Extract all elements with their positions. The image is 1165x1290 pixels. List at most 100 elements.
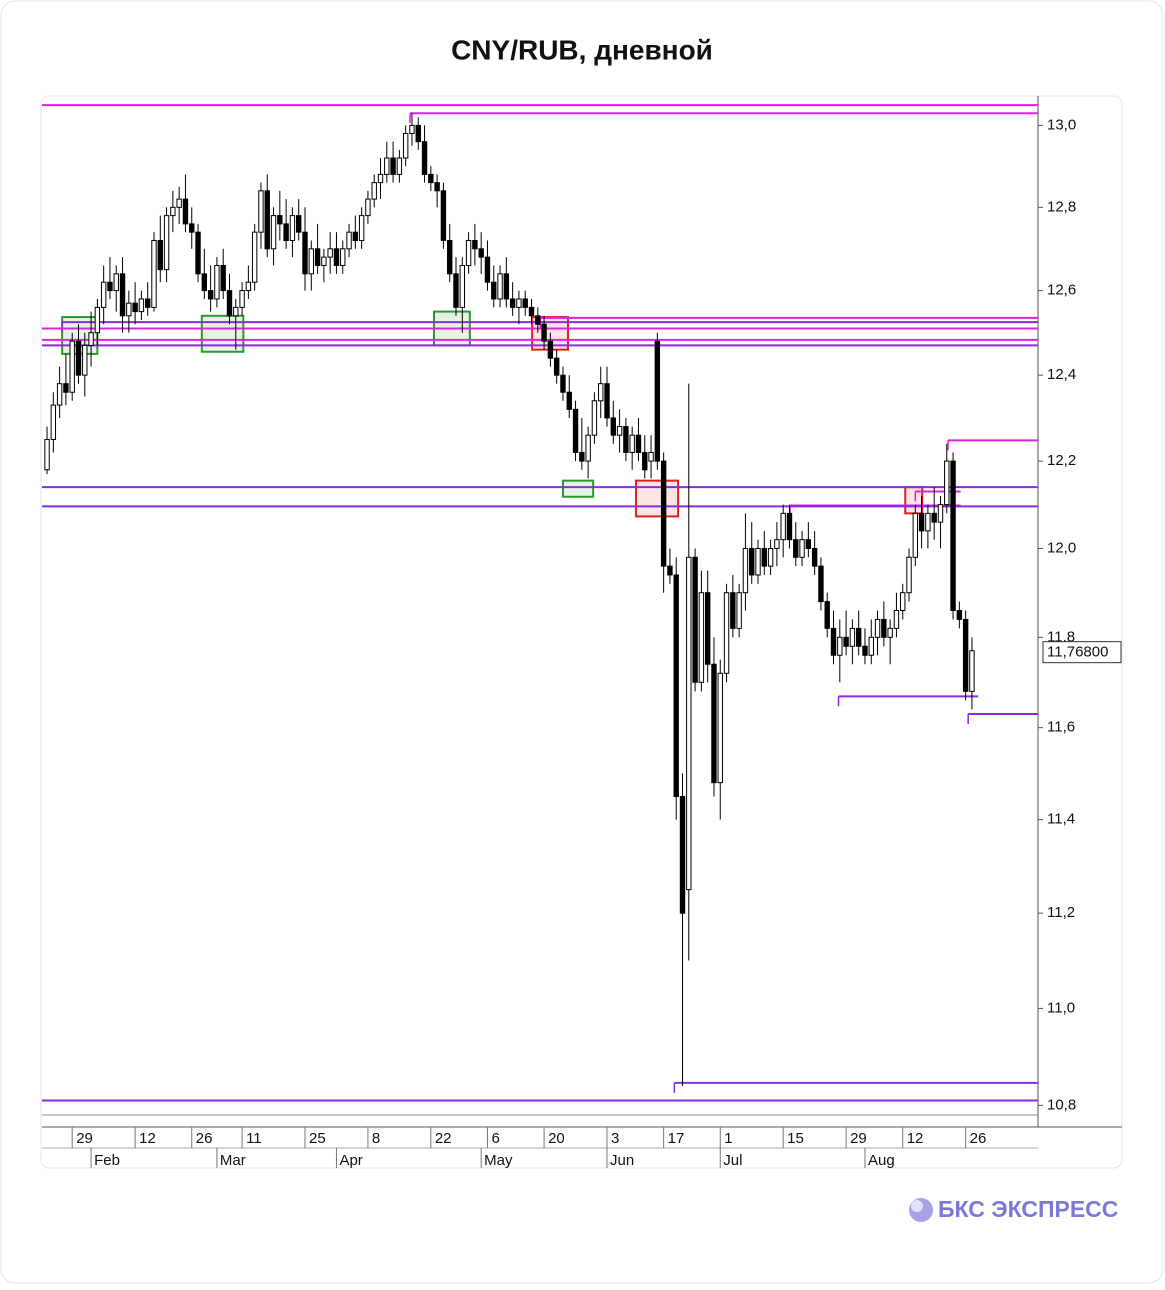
candle-body bbox=[931, 512, 937, 523]
candle-body bbox=[918, 512, 925, 532]
x-tick-label: 15 bbox=[787, 1130, 804, 1147]
candle-body bbox=[874, 618, 881, 638]
y-tick-label: 11,8 bbox=[1047, 628, 1075, 645]
candle-body bbox=[327, 248, 333, 258]
y-tick-label: 10,8 bbox=[1047, 1096, 1076, 1113]
candle-body bbox=[962, 618, 969, 692]
logo-icon-shine bbox=[911, 1200, 923, 1212]
candle-body bbox=[692, 556, 698, 683]
candle-body bbox=[660, 460, 667, 567]
candle-body bbox=[113, 273, 119, 292]
candle-body bbox=[377, 173, 384, 184]
candle-body bbox=[553, 357, 560, 376]
y-tick-label: 12,2 bbox=[1047, 452, 1076, 469]
candle-body bbox=[547, 340, 554, 359]
candle-body bbox=[648, 451, 654, 462]
candle-body bbox=[736, 592, 742, 629]
candle-body bbox=[535, 315, 541, 325]
zone-box bbox=[561, 479, 595, 498]
y-tick-label: 12,4 bbox=[1047, 366, 1076, 383]
candle-body bbox=[308, 248, 314, 275]
x-tick-label: 26 bbox=[970, 1130, 987, 1147]
candle-body bbox=[604, 383, 610, 419]
x-tick-label: 26 bbox=[196, 1130, 213, 1147]
candle-body bbox=[358, 215, 365, 241]
candle-body bbox=[868, 636, 874, 656]
candle-body bbox=[579, 451, 585, 462]
x-tick-label: 17 bbox=[668, 1130, 685, 1147]
x-tick-label: 25 bbox=[309, 1130, 326, 1147]
candle-body bbox=[201, 273, 208, 292]
candle-body bbox=[742, 547, 749, 594]
candle-body bbox=[635, 434, 642, 453]
candle-body bbox=[912, 512, 919, 558]
candle-body bbox=[428, 173, 434, 184]
x-tick-label: 12 bbox=[907, 1130, 924, 1147]
brand-text: БКС ЭКСПРЕСС bbox=[938, 1196, 1118, 1222]
candle-body bbox=[82, 344, 88, 376]
candle-body bbox=[893, 610, 900, 629]
candle-body bbox=[679, 795, 686, 914]
candle-body bbox=[107, 281, 113, 292]
y-tick-label: 12,0 bbox=[1047, 539, 1076, 556]
candle-body bbox=[239, 290, 245, 308]
candle-body bbox=[566, 391, 572, 410]
candle-body bbox=[774, 539, 780, 549]
y-tick-label: 11,2 bbox=[1047, 904, 1075, 921]
candle-body bbox=[673, 574, 679, 797]
candle-body bbox=[69, 340, 75, 393]
candle-body bbox=[402, 133, 409, 159]
candle-body bbox=[887, 627, 893, 638]
candle-body bbox=[881, 618, 887, 638]
candle-body bbox=[667, 565, 673, 576]
chart-panel bbox=[40, 95, 1123, 1169]
candle-body bbox=[94, 306, 101, 334]
candle-body bbox=[226, 290, 233, 317]
candle-body bbox=[251, 231, 258, 283]
candle-body bbox=[119, 273, 126, 317]
candle-body bbox=[289, 215, 296, 241]
x-tick-label: 29 bbox=[76, 1130, 93, 1147]
candle-body bbox=[157, 239, 163, 271]
candle-body bbox=[258, 190, 264, 233]
candle-body bbox=[296, 215, 302, 233]
candle-body bbox=[415, 124, 421, 143]
candle-body bbox=[711, 663, 717, 784]
candle-body bbox=[862, 645, 868, 656]
candle-body bbox=[654, 340, 661, 462]
candle-body bbox=[44, 438, 50, 471]
candle-body bbox=[138, 298, 145, 313]
candle-body bbox=[900, 592, 906, 612]
brand-logo: БКС ЭКСПРЕСС bbox=[909, 1196, 1118, 1222]
candle-body bbox=[126, 302, 132, 317]
candle-body bbox=[396, 157, 403, 175]
candle-body bbox=[956, 610, 963, 620]
candle-body bbox=[849, 627, 856, 647]
month-label: Jul bbox=[723, 1152, 742, 1169]
candle-body bbox=[749, 547, 755, 576]
candle-body bbox=[572, 408, 579, 453]
month-label: Aug bbox=[868, 1152, 895, 1169]
y-tick-label: 13,0 bbox=[1047, 116, 1076, 133]
candle-body bbox=[302, 231, 308, 275]
candle-body bbox=[56, 383, 63, 406]
candle-body bbox=[805, 539, 812, 549]
candle-body bbox=[704, 592, 711, 665]
candle-body bbox=[623, 426, 629, 453]
month-label: Feb bbox=[94, 1152, 120, 1169]
candle-body bbox=[384, 157, 390, 175]
candle-body bbox=[75, 340, 82, 376]
candle-body bbox=[811, 547, 818, 567]
x-tick-label: 11 bbox=[246, 1130, 262, 1147]
candle-body bbox=[270, 215, 277, 250]
candle-body bbox=[944, 460, 950, 506]
candle-body bbox=[346, 231, 352, 250]
candle-body bbox=[761, 547, 768, 567]
candle-body bbox=[333, 248, 340, 266]
candle-body bbox=[522, 298, 528, 308]
candle-body bbox=[314, 248, 321, 266]
x-tick-label: 12 bbox=[139, 1130, 156, 1147]
candle-body bbox=[465, 239, 472, 266]
candle-body bbox=[780, 512, 786, 541]
candle-body bbox=[560, 374, 566, 393]
